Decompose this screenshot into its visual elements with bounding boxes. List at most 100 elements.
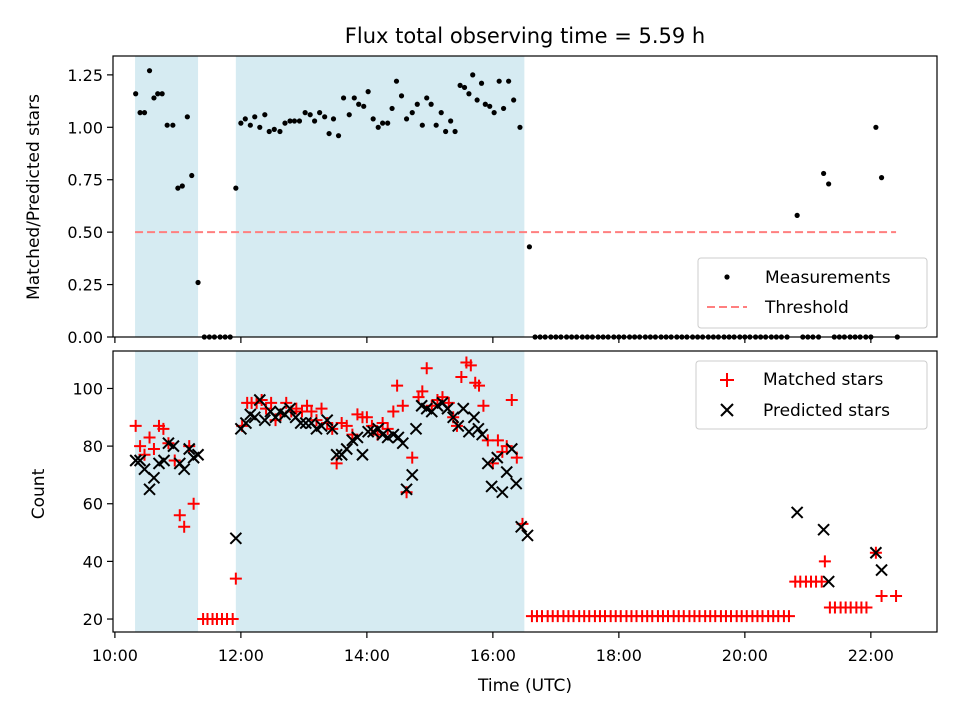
legend-measurements-label: Measurements bbox=[765, 268, 891, 288]
predicted-star-point bbox=[239, 416, 253, 430]
measurement-point bbox=[389, 105, 395, 112]
bottom-x-tick-label: 20:00 bbox=[722, 646, 768, 665]
measurement-point bbox=[311, 118, 318, 124]
bottom-plot-frame bbox=[112, 350, 938, 633]
top-shaded-region bbox=[135, 56, 199, 337]
bottom-y-tick-label: 20 bbox=[83, 610, 103, 629]
predicted-star-point bbox=[133, 454, 147, 467]
measurement-point bbox=[287, 118, 293, 124]
matched-star-point bbox=[340, 419, 353, 432]
top-y-tick-label: 0.25 bbox=[67, 276, 103, 295]
measurement-point bbox=[247, 122, 253, 128]
predicted-star-point bbox=[253, 393, 266, 407]
x-axis-label: Time (UTC) bbox=[477, 676, 572, 696]
matched-star-point bbox=[500, 440, 513, 453]
top-shaded-region bbox=[235, 56, 525, 337]
measurement-point bbox=[878, 175, 885, 181]
measurement-point bbox=[500, 105, 507, 112]
predicted-star-point bbox=[472, 422, 485, 436]
measurement-point bbox=[133, 91, 139, 97]
measurement-point bbox=[466, 91, 472, 97]
bottom-x-tick-label: 12:00 bbox=[218, 646, 264, 665]
figure-title: Flux total observing time = 5.59 h bbox=[345, 24, 705, 48]
legend-threshold-label: Threshold bbox=[764, 298, 849, 318]
measurement-point bbox=[448, 118, 454, 124]
bottom-legend: Matched stars Predicted stars bbox=[695, 360, 928, 430]
matched-star-point bbox=[815, 575, 828, 588]
matched-star-point bbox=[890, 589, 903, 602]
top-y-tick-label: 0.75 bbox=[67, 171, 103, 190]
measurement-point bbox=[277, 128, 283, 135]
measurement-point bbox=[526, 244, 533, 250]
predicted-star-point bbox=[248, 411, 261, 424]
measurement-point bbox=[438, 110, 444, 116]
measurement-point bbox=[159, 91, 165, 97]
measurement-point bbox=[826, 181, 832, 187]
predicted-star-point bbox=[400, 483, 413, 496]
measurement-point bbox=[322, 114, 328, 120]
measurement-point bbox=[506, 78, 512, 84]
matched-star-point bbox=[782, 610, 795, 623]
measurement-point bbox=[393, 78, 400, 84]
predicted-star-point bbox=[229, 532, 243, 545]
bottom-shaded-region bbox=[135, 351, 199, 632]
predicted-star-point bbox=[330, 448, 343, 461]
matched-star-point bbox=[178, 520, 191, 533]
measurement-point bbox=[517, 124, 523, 130]
matched-star-point bbox=[229, 572, 242, 585]
measurement-point bbox=[307, 112, 313, 118]
measurement-point bbox=[282, 120, 288, 126]
top-y-axis-label: Matched/Predicted stars bbox=[24, 94, 44, 300]
predicted-star-point bbox=[509, 477, 523, 490]
measurement-point bbox=[794, 212, 800, 218]
measurement-point bbox=[873, 124, 879, 130]
measurement-point bbox=[403, 116, 410, 122]
predicted-star-point bbox=[340, 442, 353, 456]
bottom-panel: 20 40 60 80 100 10:00 12:00 14:00 16:00 18:00 20:… bbox=[29, 350, 938, 696]
measurement-point bbox=[474, 97, 480, 103]
predicted-star-point bbox=[446, 411, 460, 424]
matched-star-point bbox=[265, 396, 278, 409]
measurement-point bbox=[262, 112, 268, 118]
matched-star-point bbox=[391, 379, 404, 392]
top-plot-frame bbox=[112, 55, 938, 338]
predicted-star-point bbox=[406, 468, 419, 482]
matched-star-point bbox=[481, 434, 494, 447]
matched-star-point bbox=[290, 402, 303, 415]
measurement-point bbox=[330, 116, 337, 122]
matched-star-point bbox=[491, 434, 504, 447]
matched-star-point bbox=[157, 422, 170, 435]
measurement-point bbox=[195, 279, 201, 286]
measurement-point bbox=[346, 112, 352, 118]
measurement-point bbox=[233, 185, 239, 191]
matched-star-point bbox=[420, 362, 433, 375]
matched-star-point bbox=[168, 454, 181, 467]
measurement-point bbox=[414, 101, 420, 107]
predicted-star-point bbox=[467, 411, 481, 424]
measurement-point bbox=[511, 97, 517, 103]
bottom-x-tick-label: 10:00 bbox=[92, 646, 138, 665]
predicted-star-point bbox=[822, 575, 835, 588]
measurement-point bbox=[257, 124, 263, 130]
matched-star-point bbox=[226, 613, 239, 626]
measurement-point bbox=[356, 101, 362, 107]
predicted-star-point bbox=[356, 448, 369, 461]
measurement-point bbox=[340, 95, 347, 101]
matched-star-point bbox=[351, 408, 364, 421]
measurement-point bbox=[335, 133, 342, 139]
top-y-tick-label: 0.00 bbox=[67, 328, 103, 347]
top-panel: 0.00 0.25 0.50 0.75 1.00 1.25 Matched/Predict… bbox=[24, 55, 938, 347]
bottom-x-tick-label: 22:00 bbox=[848, 646, 894, 665]
matched-star-point bbox=[335, 417, 348, 430]
predicted-star-point bbox=[491, 451, 504, 464]
matched-star-point bbox=[464, 359, 477, 372]
matched-star-point bbox=[255, 393, 268, 406]
predicted-star-point bbox=[481, 457, 495, 470]
legend-measurements-marker bbox=[724, 274, 730, 280]
matched-star-point bbox=[280, 396, 293, 409]
measurement-point bbox=[443, 128, 449, 135]
measurement-point bbox=[424, 95, 430, 101]
measurement-point bbox=[409, 110, 415, 116]
measurement-point bbox=[170, 122, 176, 128]
